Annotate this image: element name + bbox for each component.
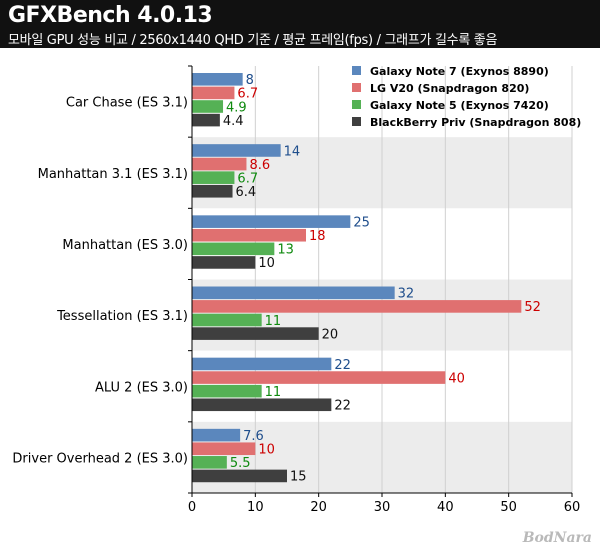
data-label: 18 [309,229,326,244]
legend-swatch [352,66,361,75]
data-label: 8 [246,73,254,88]
x-tick-label: 40 [437,500,454,515]
category-label: Tessellation (ES 3.1) [56,309,188,324]
bar [192,456,227,469]
legend-label: BlackBerry Priv (Snapdragon 808) [370,116,581,129]
bar [192,171,235,184]
data-label: 11 [265,314,282,329]
bar [192,371,446,384]
category-label: Manhattan 3.1 (ES 3.1) [38,167,188,182]
bar [192,398,332,412]
bar [192,184,233,198]
data-label: 40 [448,371,465,386]
bar [192,442,256,456]
legend-label: LG V20 (Snapdragon 820) [370,82,529,95]
header: GFXBench 4.0.13 모바일 GPU 성능 비교 / 2560x144… [0,0,600,48]
bar [192,242,275,256]
legend-swatch [352,100,361,109]
bar [192,327,319,340]
data-label: 13 [277,243,294,258]
bar [192,228,306,242]
data-label: 25 [353,215,370,230]
data-label: 6.7 [237,87,258,102]
category-label: Manhattan (ES 3.0) [62,238,188,253]
data-label: 11 [265,385,282,400]
data-label: 4.4 [223,114,244,129]
data-label: 52 [524,300,541,315]
bar [192,469,287,483]
watermark-logo: BodNara [522,530,592,546]
x-tick-label: 60 [564,500,581,515]
x-tick-label: 20 [310,500,327,515]
category-label: ALU 2 (ES 3.0) [95,380,188,395]
legend-swatch [352,117,361,126]
data-label: 20 [322,327,339,342]
bar [192,215,351,228]
data-label: 8.6 [249,158,270,173]
chart-title: GFXBench 4.0.13 [8,3,213,28]
chart-subtitle: 모바일 GPU 성능 비교 / 2560x1440 QHD 기준 / 평균 프레… [8,33,498,48]
bar [192,286,395,300]
bar [192,357,332,371]
data-label: 14 [284,144,301,159]
bar [192,113,220,127]
data-label: 22 [334,358,351,373]
data-label: 5.5 [230,456,251,471]
bar [192,144,281,157]
x-tick-label: 50 [500,500,517,515]
x-tick-label: 10 [247,500,264,515]
data-label: 6.4 [236,185,257,200]
x-tick-label: 0 [188,500,196,515]
data-label: 6.7 [237,171,258,186]
data-label: 32 [398,287,415,302]
bar [192,384,262,398]
bar [192,300,522,313]
data-label: 7.6 [243,429,264,444]
legend-label: Galaxy Note 7 (Exynos 8890) [370,65,549,78]
x-tick-label: 30 [374,500,391,515]
bar [192,73,243,86]
data-label: 4.9 [226,100,247,115]
category-label: Car Chase (ES 3.1) [66,96,188,111]
legend-swatch [352,83,361,92]
legend-label: Galaxy Note 5 (Exynos 7420) [370,99,549,112]
bar [192,428,241,442]
data-label: 10 [258,256,275,271]
bar [192,157,247,171]
bar [192,313,262,327]
bar [192,86,235,100]
data-label: 10 [258,443,275,458]
data-label: 22 [334,399,351,414]
category-label: Driver Overhead 2 (ES 3.0) [12,451,188,466]
data-label: 15 [290,470,307,485]
bar [192,256,256,269]
bar [192,100,224,113]
